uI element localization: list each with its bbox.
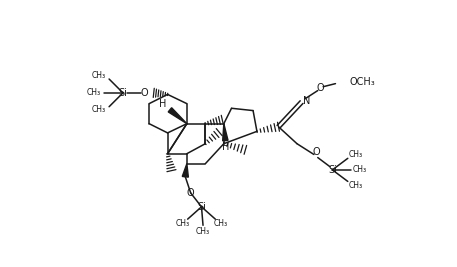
Polygon shape [182,164,188,177]
Polygon shape [223,124,228,141]
Text: Si: Si [328,165,337,175]
Text: OCH₃: OCH₃ [349,77,375,87]
Text: CH₃: CH₃ [348,181,362,190]
Text: CH₃: CH₃ [87,88,101,97]
Text: O: O [313,147,320,157]
Text: Si: Si [118,88,128,98]
Polygon shape [168,108,187,124]
Text: CH₃: CH₃ [196,227,210,236]
Text: CH₃: CH₃ [91,72,106,80]
Text: O: O [141,88,149,98]
Text: CH₃: CH₃ [175,219,189,228]
Text: H: H [159,99,167,109]
Text: CH₃: CH₃ [91,105,106,114]
Text: CH₃: CH₃ [214,219,228,228]
Text: Si: Si [198,202,207,212]
Text: O: O [187,188,195,198]
Text: CH₃: CH₃ [348,150,362,159]
Text: N: N [303,96,311,105]
Text: CH₃: CH₃ [353,165,367,174]
Text: H: H [222,142,229,152]
Text: O: O [316,83,324,93]
